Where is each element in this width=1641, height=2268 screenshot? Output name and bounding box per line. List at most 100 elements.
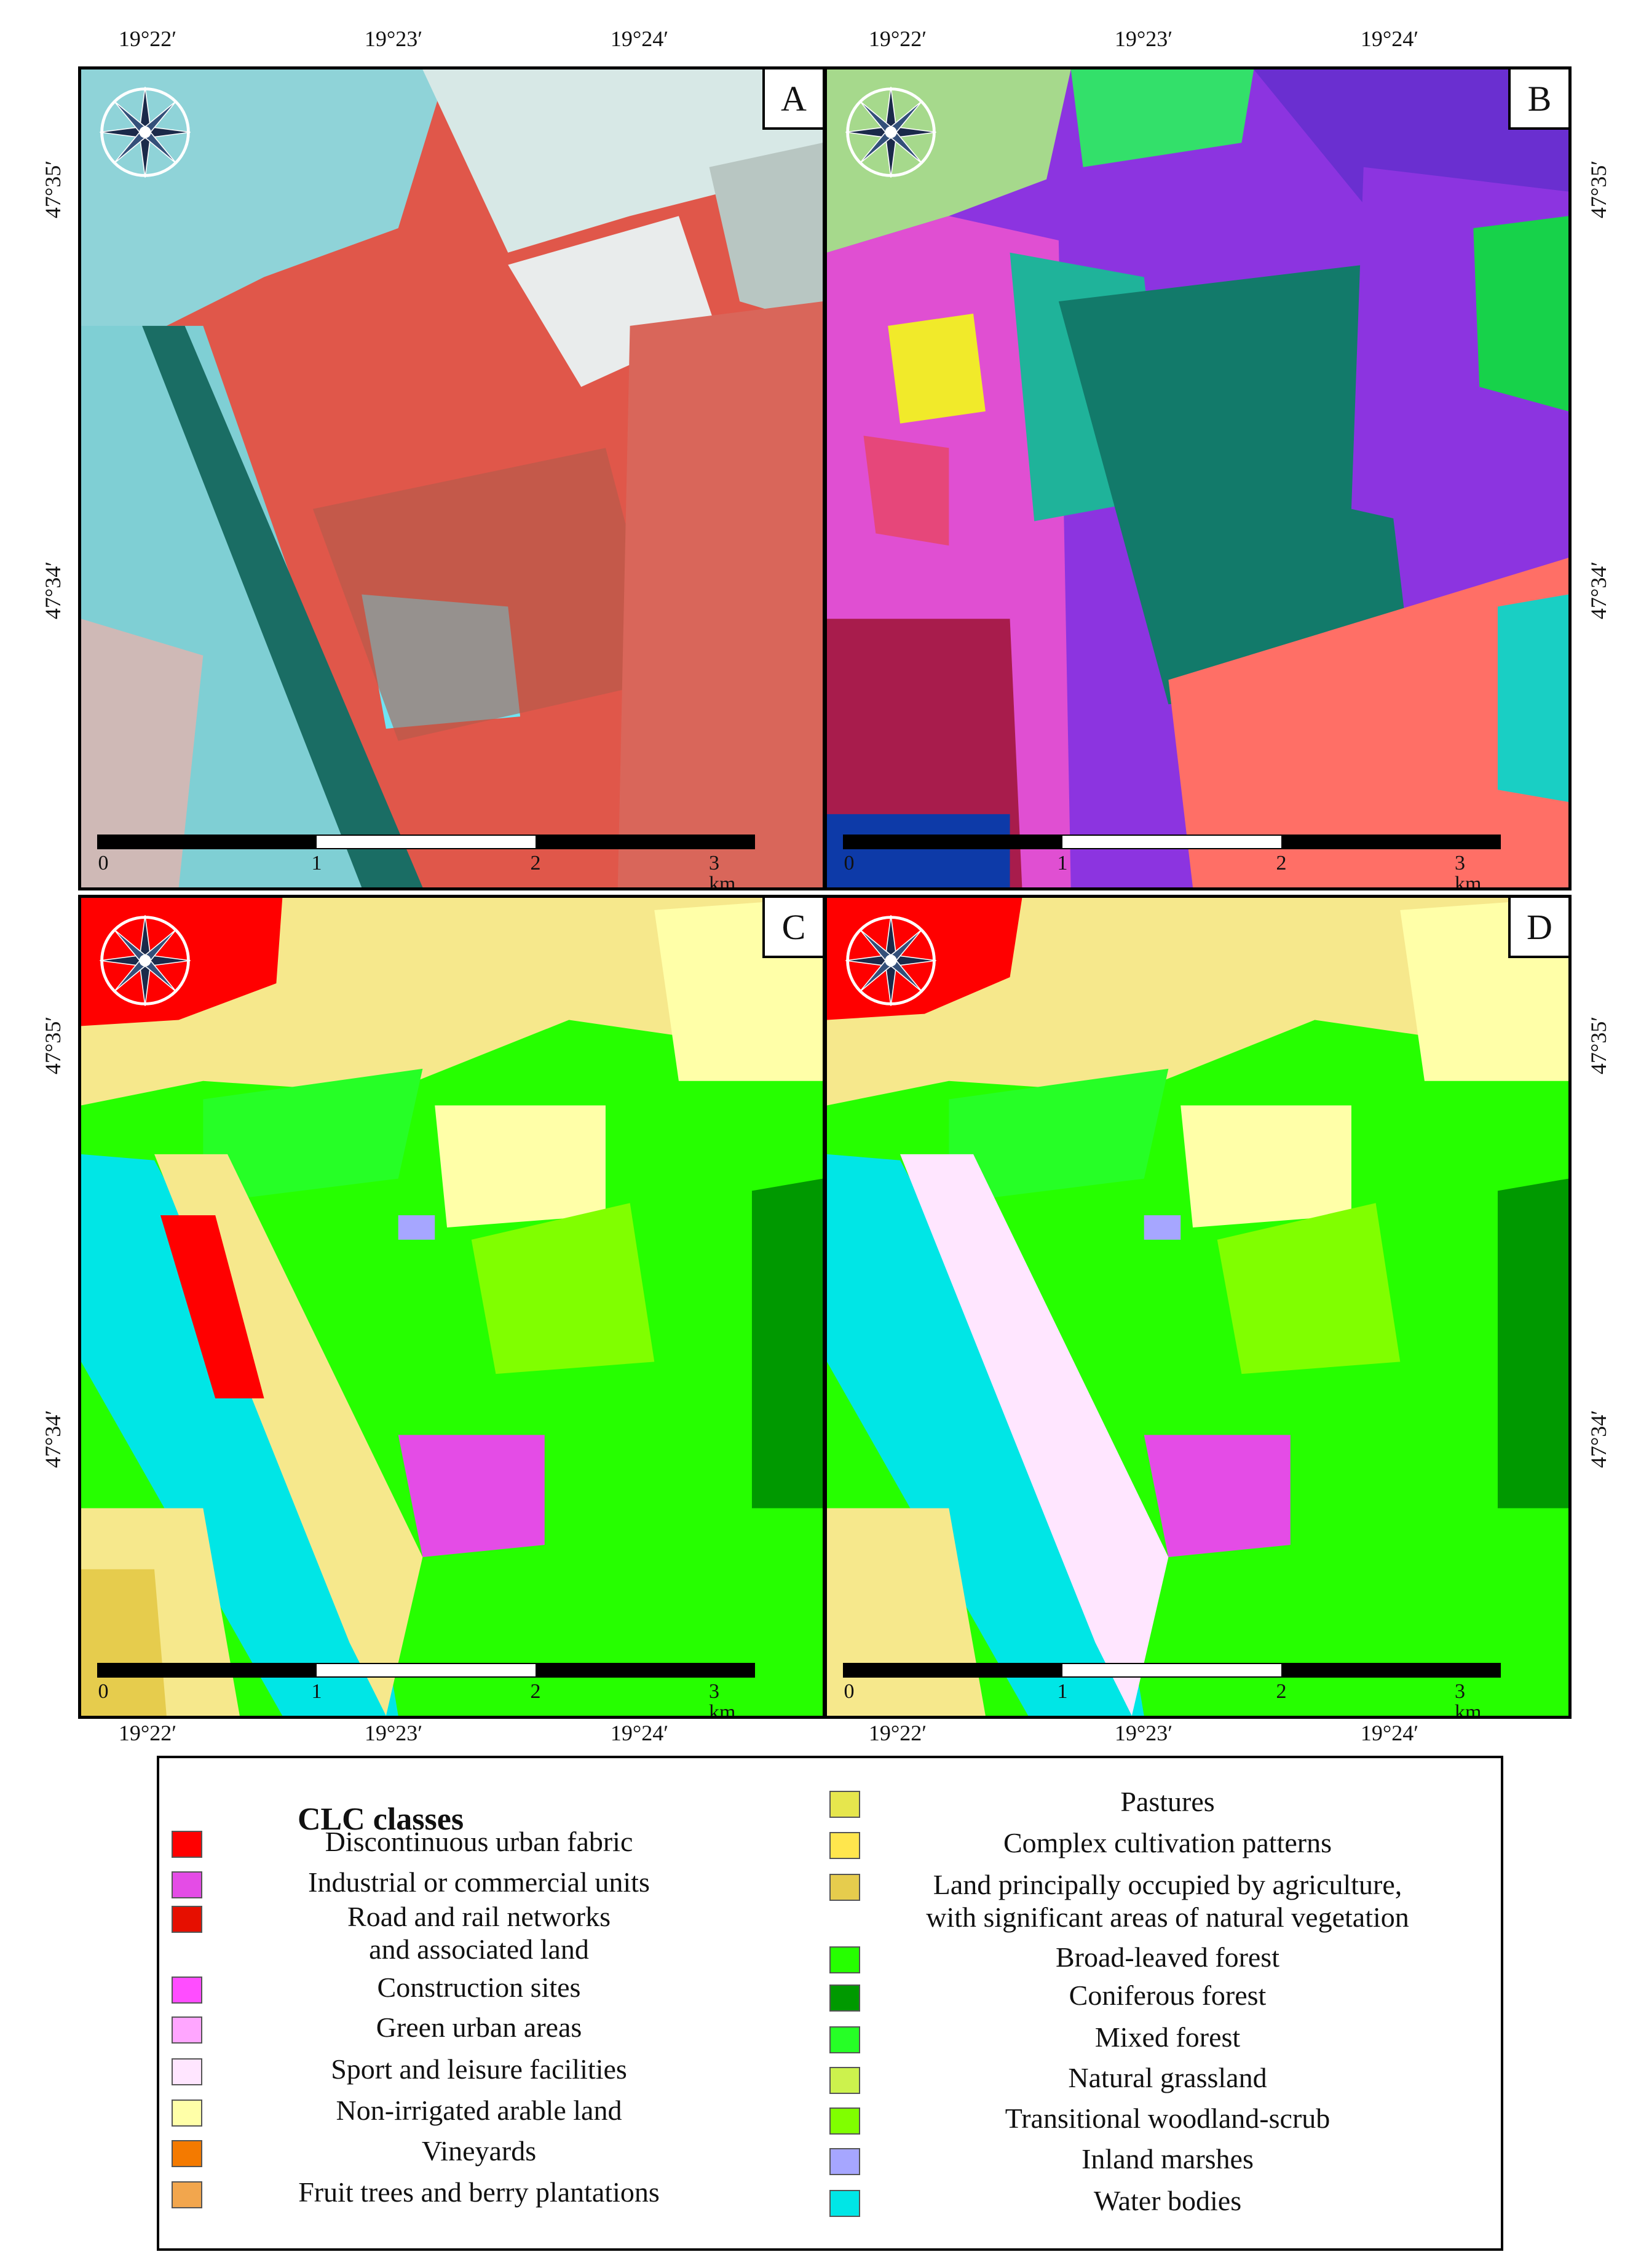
legend-swatch [829,1874,860,1901]
lon-label-bottom-1: 19°22′ [118,1721,177,1745]
panel-label: B [1508,69,1568,130]
legend-label: Green urban areas [376,2012,582,2043]
scale-bar: 0 1 2 3 km [97,835,755,887]
lat-label-left-3: 47°35′ [41,1016,65,1075]
legend-item: Mixed forest [829,2021,1475,2054]
compass-rose-icon [845,915,936,1006]
legend-label: Non-irrigated arable land [336,2095,622,2126]
legend-label: Discontinuous urban fabric [325,1826,633,1857]
legend-swatch [829,1791,860,1818]
lon-label-top-2: 19°23′ [364,26,423,51]
legend-item: Broad-leaved forest [829,1941,1475,1974]
lat-label-right-4: 47°34′ [1586,1410,1611,1469]
lon-label-top-5: 19°23′ [1114,26,1173,51]
lon-label-top-6: 19°24′ [1360,26,1419,51]
legend-item: Sport and leisure facilities [172,2053,756,2086]
lon-label-bottom-6: 19°24′ [1360,1721,1419,1745]
legend-swatch [829,2026,860,2053]
legend-item: Discontinuous urban fabric [172,1826,756,1858]
panel-b-segmentation: B 0 1 2 3 km [824,66,1572,890]
legend-swatch [829,1984,860,2012]
lon-label-top-3: 19°24′ [610,26,669,51]
legend-item: Water bodies [829,2185,1475,2218]
legend-label: Coniferous forest [1069,1980,1267,2011]
scale-tick: 2 [1276,852,1287,874]
scale-tick: 1 [1057,852,1068,874]
lat-label-right-3: 47°35′ [1586,1016,1611,1075]
legend-item: Natural grassland [829,2062,1475,2095]
legend-label: Inland marshes [1081,2143,1254,2175]
panel-a-satellite: A 0 1 2 3 km [78,66,826,890]
legend-label: Pastures [1120,1786,1215,1817]
legend-label: Mixed forest [1094,2021,1241,2053]
legend-swatch [172,2058,202,2085]
scale-tick: 3 km [709,852,736,890]
legend-item: Non-irrigated arable land [172,2095,756,2127]
legend-label: Road and rail networks and associated la… [347,1901,611,1965]
legend-item: Coniferous forest [829,1980,1475,2012]
panel-label: C [762,898,823,958]
panel-label: A [762,69,823,130]
satellite-image [81,69,823,887]
lat-label-right-1: 47°35′ [1586,160,1611,219]
legend-swatch [829,2107,860,2135]
legend-label: Natural grassland [1068,2062,1267,2093]
legend-swatch [172,1871,202,1898]
legend-item: Pastures [829,1786,1475,1818]
legend-title: CLC classes [297,1802,464,1837]
legend-swatch [829,2190,860,2217]
legend-item: Inland marshes [829,2143,1475,2176]
scale-tick: 3 km [709,1680,736,1719]
lon-label-top-1: 19°22′ [118,26,177,51]
scale-tick: 2 [530,1680,541,1703]
legend-label: Transitional woodland-scrub [1005,2103,1331,2134]
legend-swatch [829,2148,860,2175]
scale-tick: 1 [311,852,322,874]
scale-tick: 0 [98,1680,109,1703]
lon-label-bottom-3: 19°24′ [610,1721,669,1745]
legend-label: Broad-leaved forest [1055,1941,1279,1973]
legend-label: Land principally occupied by agriculture… [926,1869,1409,1933]
panel-d-classification: D 0 1 2 3 km [824,895,1572,1719]
legend-item: Fruit trees and berry plantations [172,2176,756,2209]
legend-label: Construction sites [377,1972,581,2003]
legend-item: Vineyards [172,2135,756,2168]
scale-tick: 0 [844,852,855,874]
scale-tick: 3 km [1455,1680,1482,1719]
scale-bar: 0 1 2 3 km [97,1663,755,1716]
legend-swatch [829,1946,860,1973]
scale-tick: 2 [530,852,541,874]
legend-swatch [172,1906,202,1933]
classification-map-c [81,898,823,1716]
legend-swatch [172,2140,202,2167]
scale-tick: 2 [1276,1680,1287,1703]
scale-tick: 1 [1057,1680,1068,1703]
legend-item: Industrial or commercial units [172,1866,756,1899]
scale-tick: 0 [844,1680,855,1703]
segmentation-image [827,69,1568,887]
lon-label-bottom-2: 19°23′ [364,1721,423,1745]
classification-map-d [827,898,1568,1716]
lat-label-left-1: 47°35′ [41,160,65,219]
legend-swatch [172,1977,202,2004]
compass-rose-icon [100,87,191,178]
scale-bar: 0 1 2 3 km [843,1663,1501,1716]
legend-swatch [829,1832,860,1859]
lon-label-bottom-5: 19°23′ [1114,1721,1173,1745]
lon-label-top-4: 19°22′ [868,26,927,51]
legend-swatch [172,2016,202,2044]
legend-label: Vineyards [421,2135,537,2167]
legend-item: Land principally occupied by agriculture… [829,1869,1475,1934]
scale-tick: 3 km [1455,852,1482,890]
legend-item: Complex cultivation patterns [829,1827,1475,1860]
legend: CLC classes Discontinuous urban fabric In… [157,1756,1503,2251]
legend-label: Complex cultivation patterns [1003,1827,1332,1858]
legend-item: Green urban areas [172,2012,756,2044]
lat-label-left-2: 47°34′ [41,561,65,620]
legend-swatch [172,2099,202,2127]
lat-label-left-4: 47°34′ [41,1410,65,1469]
lat-label-right-2: 47°34′ [1586,561,1611,620]
legend-swatch [172,2181,202,2208]
scale-tick: 0 [98,852,109,874]
scale-bar: 0 1 2 3 km [843,835,1501,887]
